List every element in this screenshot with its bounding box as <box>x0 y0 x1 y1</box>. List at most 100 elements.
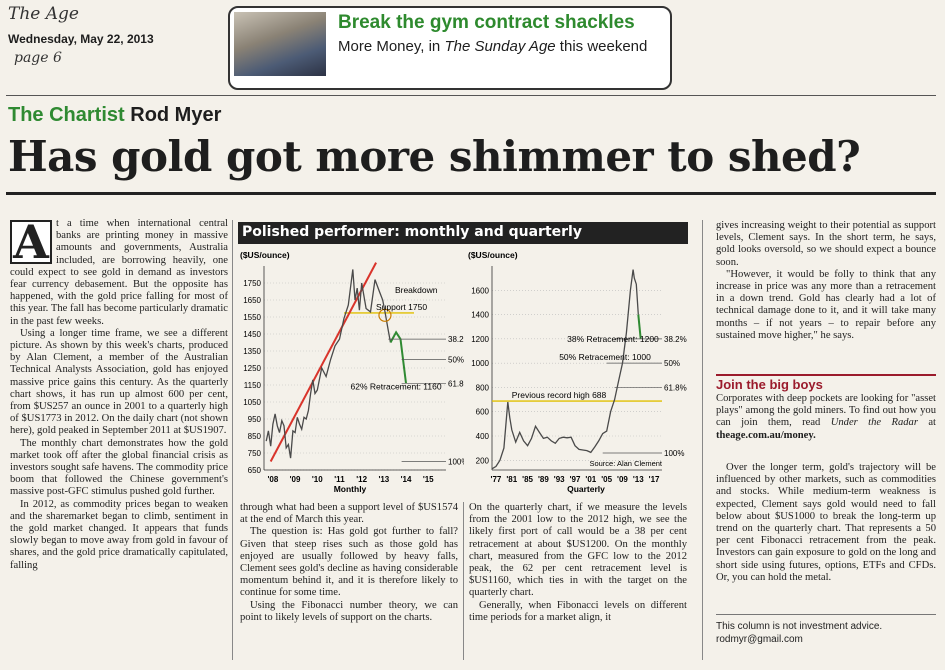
quarterly-xtick-label: '81 <box>506 475 517 484</box>
chart-title-bar: Polished performer: monthly and quarterl… <box>238 222 688 244</box>
monthly-xtick-label: '08 <box>267 475 278 484</box>
quarterly-xtick-label: '77 <box>491 475 502 484</box>
box-heading: Join the big boys <box>716 377 823 392</box>
monthly-ytick-label: 1450 <box>243 330 261 339</box>
monthly-ylabel: ($US/ounce) <box>240 250 290 260</box>
monthly-ytick-label: 1550 <box>243 313 261 322</box>
promo-subtitle: More Money, in The Sunday Age this weeke… <box>338 38 648 55</box>
retracement-label: 62% Retracement: 1160 <box>351 381 442 391</box>
monthly-projection-series <box>389 330 407 384</box>
monthly-xtick-label: '10 <box>312 475 323 484</box>
article-column-4-continued: Over the longer term, gold's trajectory … <box>716 462 936 583</box>
monthly-xtick-label: '11 <box>334 475 345 484</box>
monthly-ytick-label: 650 <box>248 466 262 475</box>
quarterly-ytick-label: 1000 <box>471 359 489 368</box>
headline: Has gold got more shimmer to shed? <box>8 132 861 181</box>
monthly-ytick-labels: 650 750 850 950 1050 1150 1250 1350 1450 1550 1650… <box>243 279 261 475</box>
monthly-ytick-label: 950 <box>248 415 262 424</box>
promo-photo <box>234 12 326 76</box>
breakdown-marker <box>378 308 392 322</box>
quarterly-xtick-label: '13 <box>633 475 644 484</box>
promo-title: Break the gym contract shackles <box>338 12 635 33</box>
chart-title: Polished performer: monthly and quarterl… <box>242 224 582 240</box>
byline: The Chartist Rod Myer <box>8 104 222 126</box>
quarterly-ytick-labels: 200 400 600 800 1000 1200 1400 1600 <box>471 286 489 465</box>
disclaimer: This column is not investment advice. <box>716 621 883 632</box>
monthly-fib-levels: 38.2% 50% 61.8% 100% <box>388 335 464 467</box>
quarterly-level-label: 50% <box>664 359 680 368</box>
monthly-xtick-label: '15 <box>423 475 434 484</box>
quarterly-ytick-label: 600 <box>476 408 490 417</box>
article-column-2: through what had been a support level of… <box>240 502 458 623</box>
quarterly-price-series <box>491 269 639 470</box>
monthly-xtick-labels: '08 '09 '10 '11 '12 '13 '14 '15 <box>267 475 434 484</box>
monthly-xtick-label: '12 <box>356 475 367 484</box>
column-divider <box>702 220 703 660</box>
record-high-label: Previous record high 688 <box>512 390 607 400</box>
box-text: Corporates with deep pockets are looking… <box>716 393 936 441</box>
box-rule <box>716 374 936 376</box>
quarterly-xtick-label: '05 <box>601 475 612 484</box>
column-divider <box>232 220 233 660</box>
dateline: Wednesday, May 22, 2013 <box>8 32 154 46</box>
masthead-rule <box>6 95 936 96</box>
retracement-50-label: 50% Retracement: 1000 <box>559 352 651 362</box>
quarterly-ytick-label: 200 <box>476 456 490 465</box>
handwritten-page-number: page 6 <box>14 50 62 66</box>
breakdown-label: Breakdown <box>395 285 438 295</box>
monthly-ytick-label: 1750 <box>243 279 261 288</box>
monthly-ytick-label: 1650 <box>243 296 261 305</box>
quarterly-xtick-label: '93 <box>554 475 565 484</box>
monthly-ytick-label: 850 <box>248 432 262 441</box>
monthly-xtick-label: '09 <box>290 475 301 484</box>
quarterly-level-label: 38.2% <box>664 335 687 344</box>
monthly-ytick-label: 1350 <box>243 347 261 356</box>
monthly-chart: ($US/ounce) 650 750 850 950 1050 1150 1250 1350… <box>240 250 464 494</box>
monthly-ytick-label: 1050 <box>243 398 261 407</box>
quarterly-xlabel: Quarterly <box>567 484 605 494</box>
monthly-ytick-label: 1250 <box>243 364 261 373</box>
monthly-xtick-label: '14 <box>401 475 412 484</box>
monthly-xtick-label: '13 <box>378 475 389 484</box>
article-column-4: gives increasing weight to their potenti… <box>716 220 936 341</box>
monthly-ytick-label: 1150 <box>244 381 262 390</box>
column-footer: This column is not investment advice. ro… <box>716 620 882 646</box>
support-label: Support 1750 <box>376 302 427 312</box>
monthly-level-label: 38.2% <box>448 335 464 344</box>
quarterly-xtick-label: '89 <box>538 475 549 484</box>
monthly-level-label: 100% <box>448 458 464 467</box>
monthly-level-label: 61.8% <box>448 379 464 388</box>
headline-rule <box>6 192 936 195</box>
quarterly-xtick-labels: '77 '81 '85 '89 '93 '97 '01 '05 '09 '13 '17 <box>491 475 660 484</box>
quarterly-ytick-label: 1600 <box>471 286 489 295</box>
quarterly-ylabel: ($US/ounce) <box>468 250 518 260</box>
quarterly-fib-levels: 38.2% 50% 61.8% 100% <box>602 335 687 458</box>
quarterly-ytick-label: 400 <box>476 432 490 441</box>
chart-source: Source: Alan Clement <box>589 459 662 468</box>
quarterly-ytick-label: 1200 <box>471 335 489 344</box>
article-column-3: On the quarterly chart, if we measure th… <box>469 502 687 623</box>
footer-rule <box>716 614 936 615</box>
monthly-level-label: 50% <box>448 356 464 365</box>
monthly-ytick-label: 750 <box>248 449 262 458</box>
quarterly-ytick-label: 1400 <box>471 311 489 320</box>
quarterly-xtick-label: '01 <box>585 475 596 484</box>
dropcap: A <box>10 219 52 265</box>
monthly-gridlines <box>263 266 446 471</box>
column-divider <box>463 502 464 660</box>
retracement-38-label: 38% Retracement: 1200 <box>567 334 659 344</box>
author-email[interactable]: rodmyr@gmail.com <box>716 634 803 645</box>
quarterly-projection-series <box>637 314 642 339</box>
box-link[interactable]: theage.com.au/money. <box>716 429 816 441</box>
handwritten-paper-name: The Age <box>8 4 79 24</box>
quarterly-xtick-label: '17 <box>649 475 660 484</box>
quarterly-xtick-label: '97 <box>570 475 581 484</box>
quarterly-ytick-label: 800 <box>476 383 490 392</box>
quarterly-xtick-label: '85 <box>522 475 533 484</box>
monthly-xlabel: Monthly <box>334 484 367 494</box>
quarterly-xtick-label: '09 <box>617 475 628 484</box>
monthly-price-series <box>265 269 392 459</box>
quarterly-chart: ($US/ounce) 200 400 600 800 1000 1200 1400 1600… <box>468 250 687 494</box>
quarterly-level-label: 61.8% <box>664 383 687 392</box>
